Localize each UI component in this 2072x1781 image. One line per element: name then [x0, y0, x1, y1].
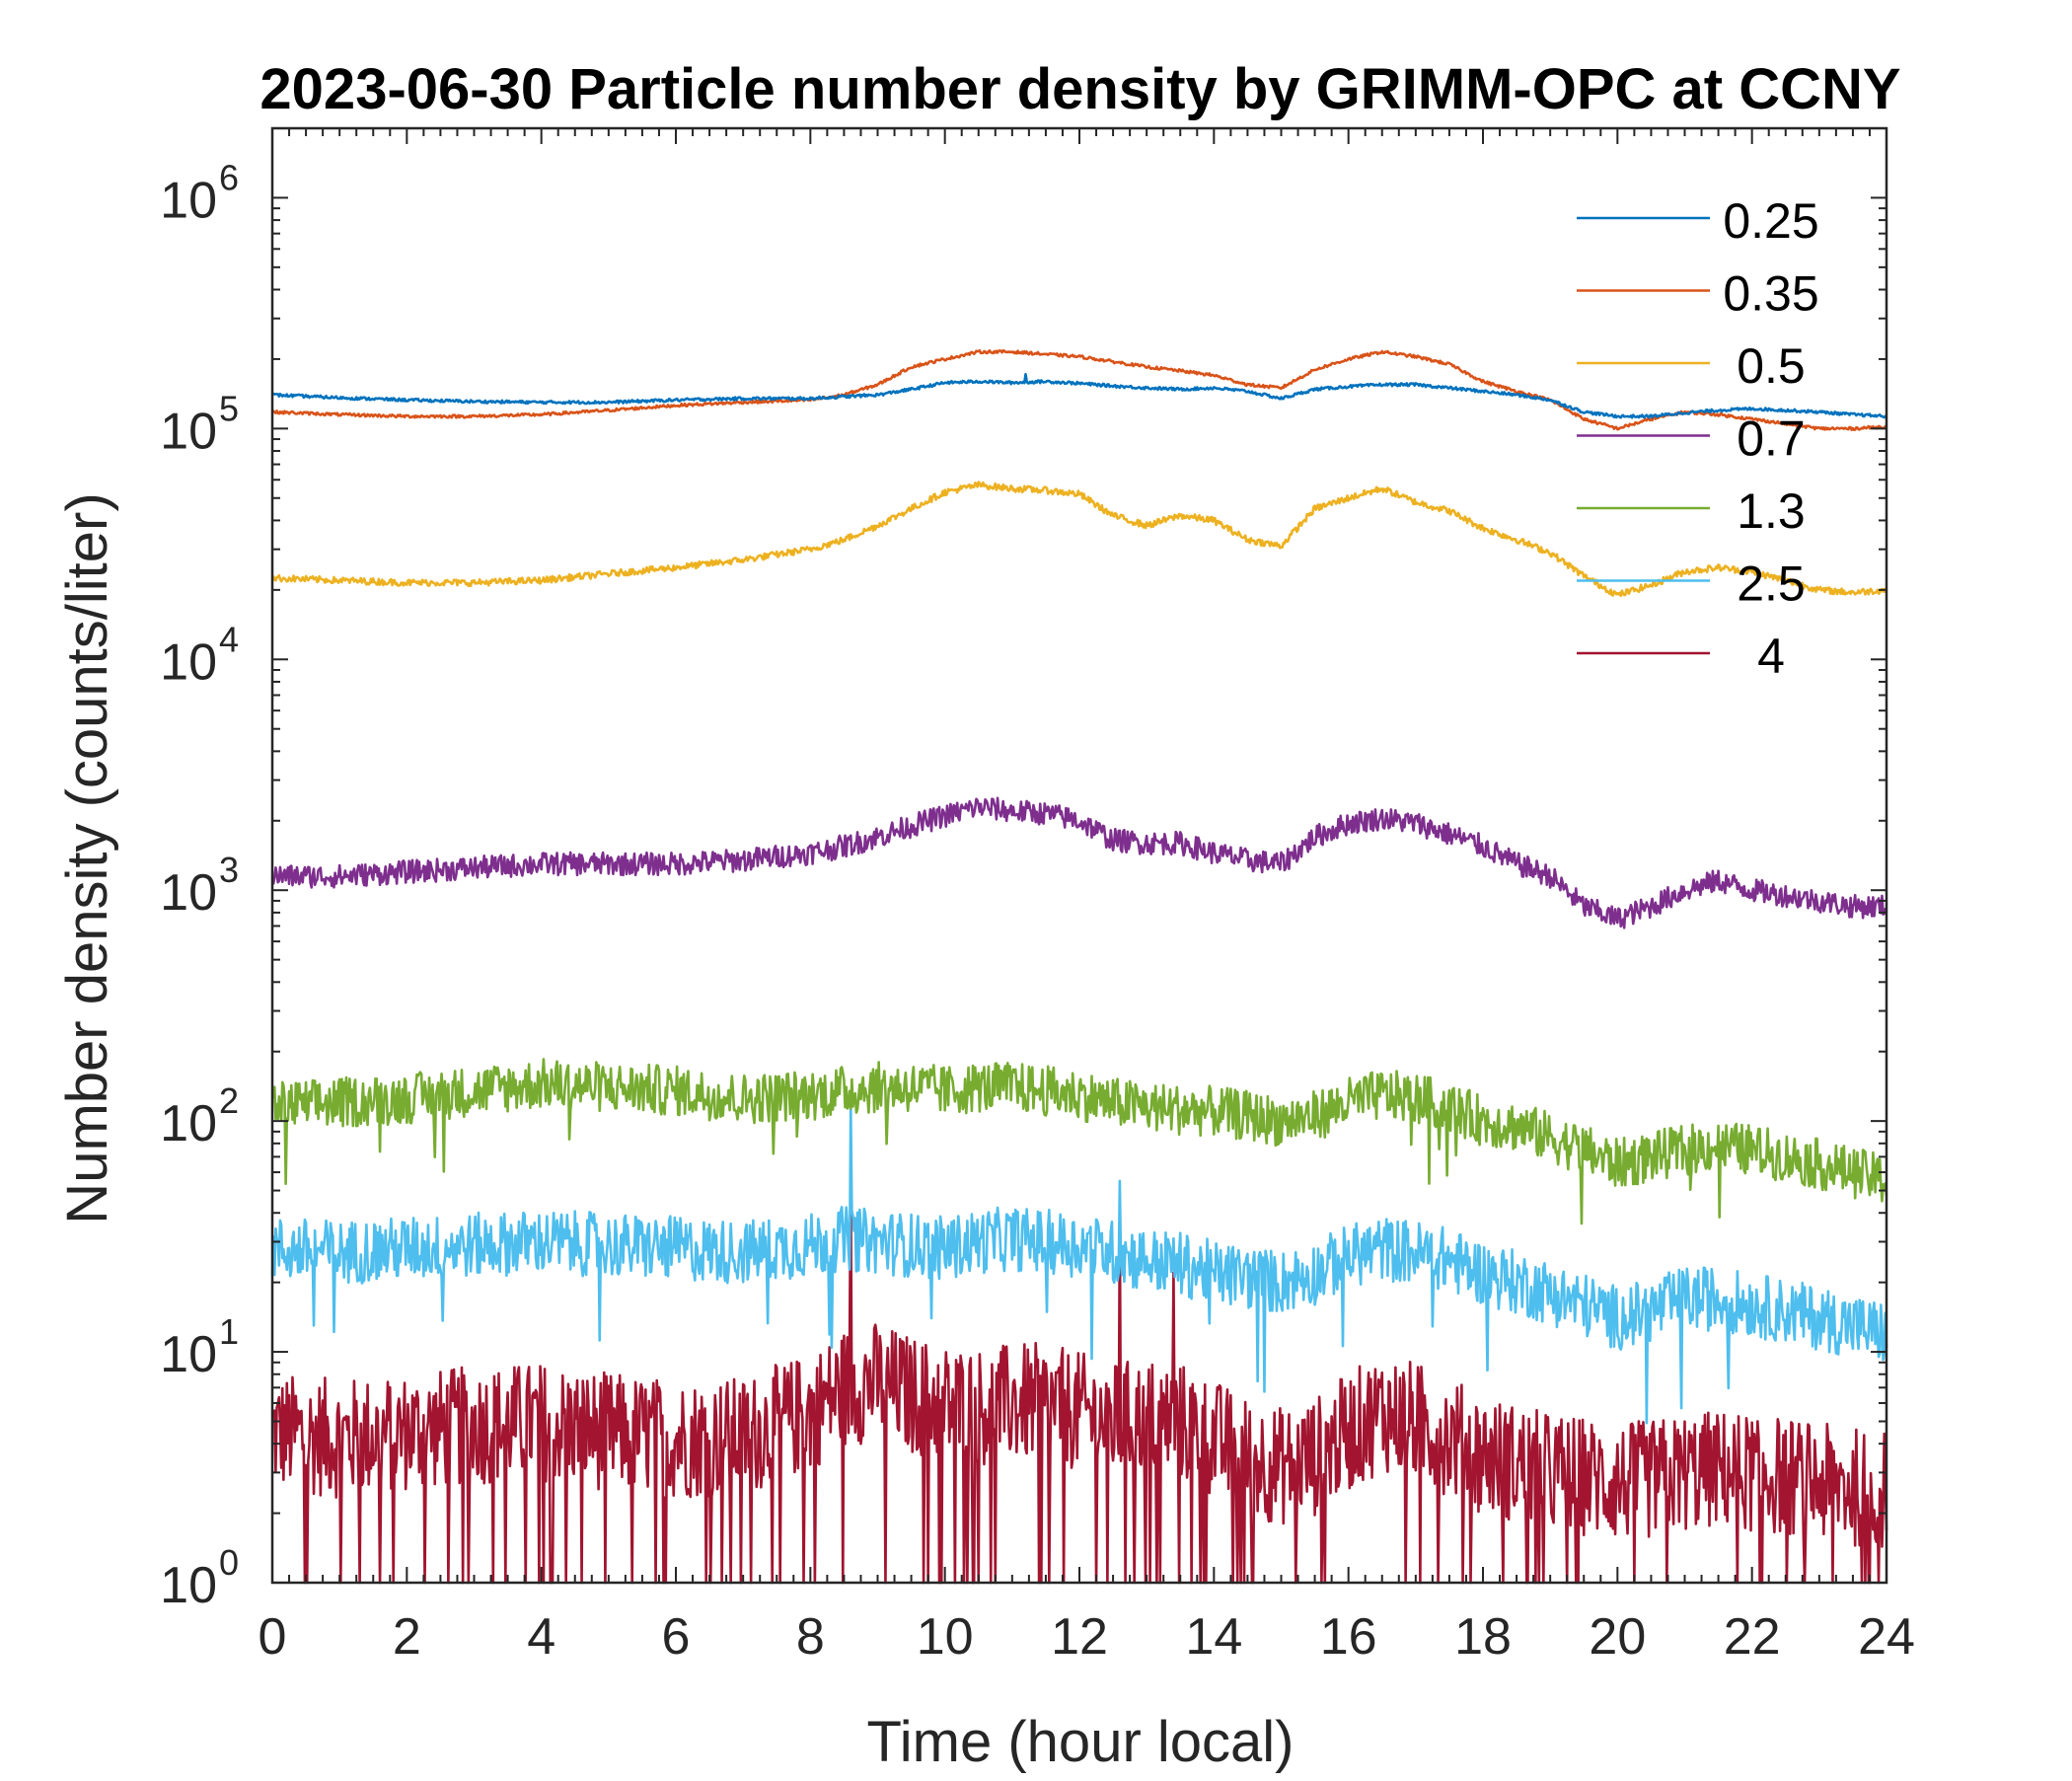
legend-label: 0.35 [1723, 266, 1818, 322]
series-line-0-35 [271, 348, 1887, 431]
y-tick-label: 10 [160, 1326, 217, 1383]
chart-title: 2023-06-30 Particle number density by GR… [259, 57, 1900, 121]
x-tick-label: 4 [527, 1608, 555, 1666]
legend-label: 2.5 [1737, 557, 1806, 612]
x-axis-label: Time (hour local) [867, 1710, 1295, 1774]
x-tick-label: 22 [1724, 1608, 1781, 1666]
x-tick-label: 16 [1320, 1608, 1377, 1666]
series-lines [270, 348, 1888, 1585]
y-tick-exponent: 0 [219, 1542, 239, 1583]
y-tick-exponent: 3 [219, 850, 239, 890]
x-tick-label: 18 [1454, 1608, 1512, 1666]
y-tick-exponent: 5 [219, 388, 239, 428]
legend-label: 0.25 [1723, 193, 1818, 249]
y-tick-label: 10 [160, 403, 217, 460]
x-tick-label: 10 [917, 1608, 974, 1666]
y-tick-label: 10 [160, 864, 217, 922]
series-line-2-5 [270, 1101, 1888, 1425]
x-tick-label: 2 [393, 1608, 421, 1666]
series-line-0-25 [271, 372, 1887, 419]
y-tick-label: 10 [160, 172, 217, 229]
legend-label: 0.7 [1737, 411, 1806, 467]
x-tick-label: 0 [259, 1608, 287, 1666]
y-tick-label: 10 [160, 633, 217, 691]
y-tick-exponent: 2 [219, 1080, 239, 1121]
axes [270, 126, 1888, 1585]
x-tick-label: 8 [796, 1608, 825, 1666]
legend-label: 0.5 [1737, 338, 1806, 394]
x-tick-label: 6 [662, 1608, 691, 1666]
x-tick-label: 12 [1051, 1608, 1108, 1666]
series-line-0-5 [270, 481, 1887, 598]
series-line-0-7 [270, 796, 1887, 929]
x-tick-label: 24 [1858, 1608, 1915, 1666]
y-tick-exponent: 4 [219, 619, 239, 659]
legend-label: 4 [1757, 629, 1785, 684]
x-tick-label: 14 [1185, 1608, 1242, 1666]
y-tick-exponent: 1 [219, 1311, 239, 1352]
series-line-1-3 [270, 1058, 1888, 1225]
y-axis-label: Number density (counts/liter) [55, 492, 119, 1224]
x-tick-label: 20 [1589, 1608, 1646, 1666]
y-tick-exponent: 6 [219, 157, 239, 197]
legend: 0.25 0.35 0.5 0.7 1.3 2.5 4 [1577, 193, 1819, 684]
y-tick-label: 10 [160, 1095, 217, 1152]
legend-label: 1.3 [1737, 483, 1806, 539]
series-line-4 [270, 1170, 1888, 1585]
y-tick-label: 10 [160, 1557, 217, 1614]
